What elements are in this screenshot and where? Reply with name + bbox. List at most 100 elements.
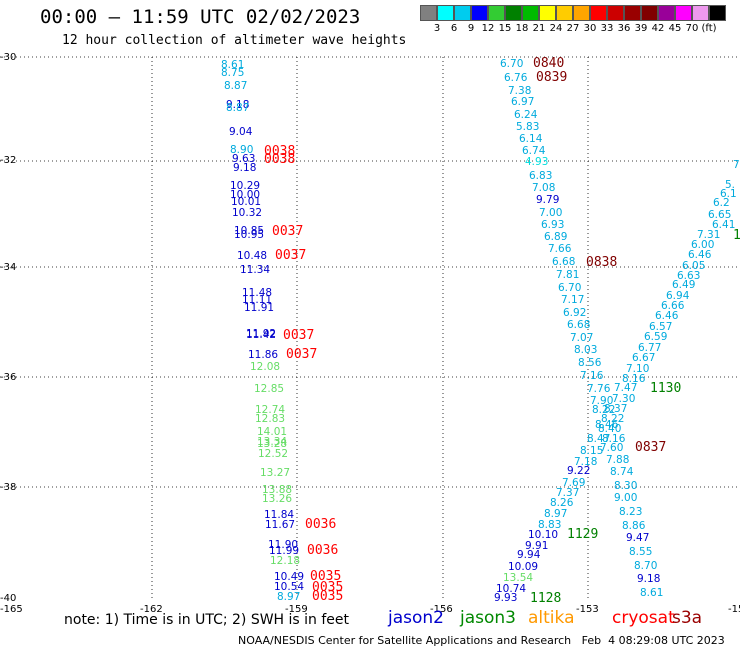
wave-height-value: 6.05 bbox=[682, 260, 705, 272]
wave-height-value: 12.52 bbox=[258, 448, 288, 460]
wave-height-value: 10.49 bbox=[274, 571, 304, 583]
wave-height-value: 10.74 bbox=[496, 583, 526, 595]
wave-height-value: 8.75 bbox=[221, 67, 244, 79]
wave-height-value: 9.47 bbox=[626, 532, 649, 544]
wave-height-value: 13.54 bbox=[503, 572, 533, 584]
legend-label: 15 bbox=[498, 23, 512, 34]
wave-height-value: 10.85 bbox=[234, 225, 264, 237]
legend-label: 42 bbox=[651, 23, 665, 34]
wave-height-value: 8.26 bbox=[550, 497, 574, 509]
legend-swatch bbox=[556, 5, 573, 21]
pass-time-label: 0038 bbox=[264, 144, 295, 159]
wave-height-value: 11.11 bbox=[242, 294, 272, 306]
pass-time-label: 0037 bbox=[275, 248, 306, 263]
wave-height-value: 7.60 bbox=[600, 442, 623, 454]
wave-height-value: 9.79 bbox=[536, 194, 559, 206]
wave-height-value: 10.54 bbox=[274, 581, 304, 593]
pass-time-label: 1128 bbox=[530, 591, 561, 606]
wave-height-value: 6.00 bbox=[691, 239, 714, 251]
wave-height-value: 6.49 bbox=[672, 279, 695, 291]
wave-height-value: 8.61 bbox=[221, 59, 244, 71]
wave-height-value: 6.76 bbox=[504, 72, 528, 84]
wave-height-value: 6.70 bbox=[500, 58, 523, 70]
longitude-label: -162 bbox=[140, 604, 163, 615]
pass-time-label: 1130 bbox=[650, 381, 681, 396]
wave-height-value: 8.97 bbox=[277, 591, 300, 603]
wave-height-value: 6.59 bbox=[644, 331, 667, 343]
wave-height-value: 9.22 bbox=[567, 465, 590, 477]
legend-label: 70 bbox=[685, 23, 699, 34]
wave-height-value: 7.31 bbox=[697, 229, 720, 241]
wave-height-value: 14.01 bbox=[257, 426, 287, 438]
wave-height-value: 4.93 bbox=[525, 156, 548, 168]
wave-height-value: 6.70 bbox=[558, 282, 581, 294]
longitude-label: -150 bbox=[728, 604, 740, 615]
latitude-label: -32 bbox=[0, 155, 16, 166]
pass-time-label: 0838 bbox=[586, 255, 617, 270]
wave-height-value: 11.92 bbox=[246, 328, 276, 340]
wave-height-value: 9.93 bbox=[494, 592, 517, 604]
wave-height-value: 11.84 bbox=[264, 509, 294, 521]
pass-time-label: 0035 bbox=[312, 580, 343, 595]
wave-height-value: 7.08 bbox=[532, 182, 555, 194]
latitude-label: -34 bbox=[0, 262, 16, 273]
legend-label: (ft) bbox=[701, 23, 717, 34]
wave-height-value: 13.28 bbox=[257, 438, 287, 450]
legend-label: 33 bbox=[600, 23, 614, 34]
legend-label: 24 bbox=[549, 23, 563, 34]
legend-swatch bbox=[692, 5, 709, 21]
wave-height-value: 11.42 bbox=[246, 329, 276, 341]
legend-swatch bbox=[471, 5, 488, 21]
legend-swatch bbox=[675, 5, 692, 21]
wave-height-value: 13.34 bbox=[257, 436, 287, 448]
wave-height-value: 9.18 bbox=[637, 573, 660, 585]
wave-height-value: 8.56 bbox=[578, 357, 602, 369]
wave-height-value: 8.30 bbox=[614, 480, 637, 492]
wave-height-value: 10.32 bbox=[232, 207, 262, 219]
longitude-label: -159 bbox=[285, 604, 308, 615]
wave-height-value: 12.85 bbox=[254, 383, 284, 395]
wave-height-value: 6.57 bbox=[649, 321, 672, 333]
satellite-jason3-label: jason3 bbox=[460, 608, 516, 628]
wave-height-value: 9.18 bbox=[226, 99, 249, 111]
wave-height-value: 6.41 bbox=[712, 219, 735, 231]
legend-label: 36 bbox=[617, 23, 631, 34]
wave-height-value: 8.83 bbox=[538, 519, 561, 531]
axis-labels: -30 -32 -34 -36 -38 -40-165 -162 -159 -156 -153 -1… bbox=[0, 52, 740, 615]
pass-time-label: 0839 bbox=[536, 70, 567, 85]
legend-label: 30 bbox=[583, 23, 597, 34]
wave-height-value: 9.91 bbox=[525, 540, 548, 552]
wave-height-value: 10.95 bbox=[234, 229, 264, 241]
wave-height-value: 8.03 bbox=[574, 344, 597, 356]
wave-height-value: 7.16 bbox=[580, 370, 604, 382]
wave-height-value: 12.83 bbox=[255, 413, 285, 425]
wave-height-value: 6.77 bbox=[638, 342, 661, 354]
wave-height-value: 6.2 bbox=[713, 197, 730, 209]
wave-height-value: 8.23 bbox=[619, 506, 642, 518]
track-east: 75.6.16.26.656.417.316.006.466.056.636.4… bbox=[598, 159, 740, 599]
wave-height-value: 8.86 bbox=[622, 520, 646, 532]
wave-height-value: 7 bbox=[733, 159, 740, 171]
wave-height-value: 5.83 bbox=[516, 121, 539, 133]
pass-time-label: 0035 bbox=[312, 589, 343, 604]
pass-time-label: 1 bbox=[733, 228, 740, 243]
wave-height-value: 13.88 bbox=[262, 484, 292, 496]
legend-swatch bbox=[522, 5, 539, 21]
wave-height-value: 7.88 bbox=[606, 454, 629, 466]
wave-height-value: 7.47 bbox=[614, 382, 637, 394]
legend-swatch bbox=[641, 5, 658, 21]
wave-height-value: 10.00 bbox=[230, 189, 260, 201]
wave-height-value: 11.90 bbox=[268, 539, 298, 551]
wave-height-value: 10.10 bbox=[528, 529, 558, 541]
wave-height-value: 6.68 bbox=[567, 319, 590, 331]
wave-height-value: 7.18 bbox=[574, 456, 597, 468]
wave-height-value: 8.16 bbox=[602, 433, 626, 445]
wave-height-value: 9.18 bbox=[233, 162, 256, 174]
wave-height-value: 8.22 bbox=[592, 404, 615, 416]
legend-swatch bbox=[709, 5, 726, 21]
wave-height-value: 6.93 bbox=[541, 219, 564, 231]
wave-height-value: 7.07 bbox=[570, 332, 593, 344]
wave-height-value: 6.66 bbox=[661, 300, 685, 312]
wave-height-value: 6.46 bbox=[655, 310, 679, 322]
wave-height-value: 8.74 bbox=[610, 466, 634, 478]
